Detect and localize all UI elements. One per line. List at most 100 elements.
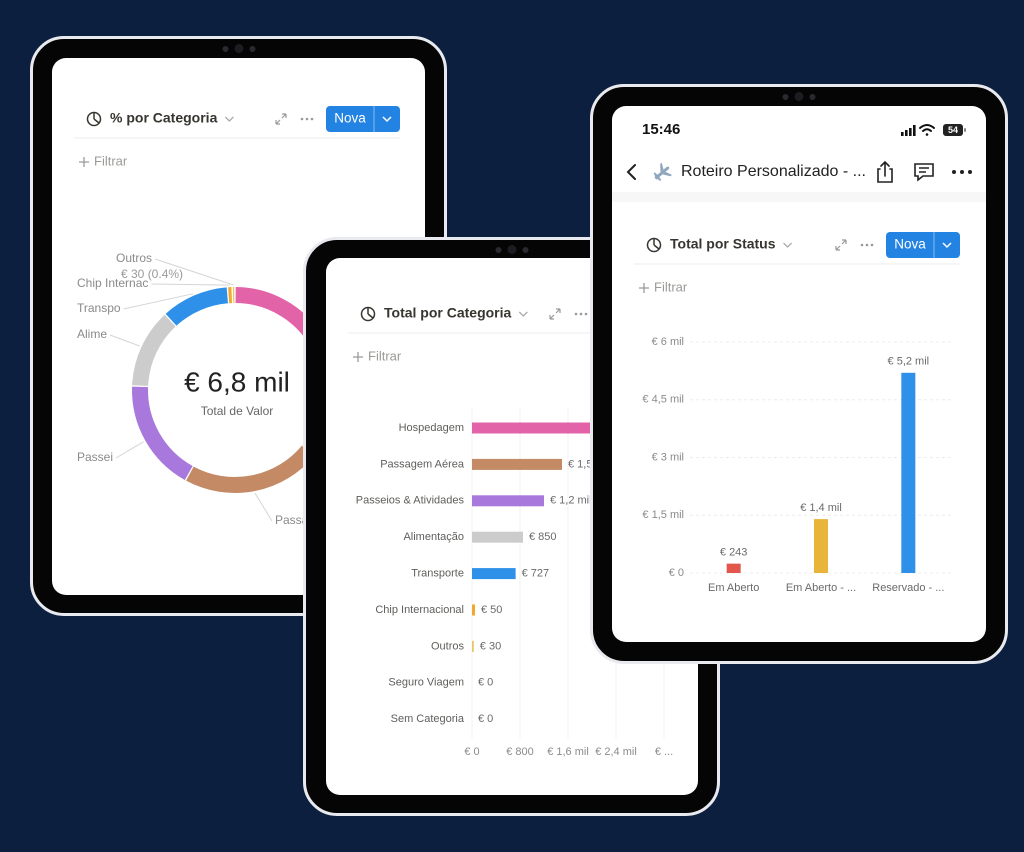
donut-caption: Total de Valor	[201, 404, 274, 418]
camera	[782, 92, 816, 101]
new-button[interactable]	[886, 232, 960, 258]
y-tick-label: € 1,5 mil	[642, 509, 684, 521]
page-title: Roteiro Personalizado - ...	[681, 163, 866, 180]
camera	[495, 245, 528, 254]
x-tick-label: Em Aberto	[708, 582, 759, 594]
new-button-label[interactable]: Nova	[334, 111, 366, 126]
slice-label: Passa	[275, 513, 309, 527]
new-button[interactable]	[326, 106, 400, 132]
button-chevron[interactable]	[382, 116, 392, 123]
y-tick-label: € 4,5 mil	[642, 394, 684, 406]
bar	[472, 640, 474, 652]
chart-icon-slice	[367, 307, 374, 319]
slice-label: Outros	[116, 251, 152, 265]
more-dot[interactable]	[584, 312, 588, 316]
filter-button[interactable]: Filtrar	[368, 348, 402, 363]
y-tick-label: € 0	[669, 567, 684, 579]
button-chevron[interactable]	[942, 242, 952, 249]
leader-line	[109, 334, 140, 347]
more-dot[interactable]	[579, 312, 583, 316]
slice-value-label: € 30 (0.4%)	[121, 267, 183, 281]
wifi-icon	[919, 124, 935, 136]
tablet: 15:46 54 Roteiro Personalizado - ...	[590, 84, 1008, 664]
slice-label: Transpo	[77, 301, 121, 315]
chart-view: 15:46 54 Roteiro Personalizado - ...	[612, 121, 986, 594]
expand-button[interactable]	[275, 113, 287, 125]
more-dot[interactable]	[300, 117, 304, 121]
value-label: € 0	[478, 713, 493, 725]
comments-button[interactable]	[914, 163, 934, 182]
expand-button[interactable]	[835, 239, 847, 251]
bar	[472, 531, 523, 543]
value-label: € 50	[481, 604, 502, 616]
filter-button[interactable]: Filtrar	[654, 279, 688, 294]
back-button[interactable]	[626, 164, 636, 180]
battery-level: 54	[948, 125, 958, 135]
filter-plus[interactable]	[79, 157, 89, 167]
more-dot[interactable]	[865, 243, 869, 247]
view-title[interactable]: Total por Status	[670, 236, 776, 252]
y-tick-label: Transporte	[411, 568, 464, 580]
x-tick-label: € 2,4 mil	[595, 746, 637, 758]
leader-line	[123, 293, 194, 310]
y-tick-label: Seguro Viagem	[388, 677, 464, 689]
bar	[901, 372, 916, 573]
chart-icon-slice	[93, 112, 100, 124]
y-tick-label: Hospedagem	[399, 422, 464, 434]
bar	[472, 568, 516, 580]
header-shadow	[612, 192, 986, 202]
leader-line	[254, 492, 273, 522]
donut-total: € 6,8 mil	[184, 366, 290, 397]
donut-slice	[132, 314, 176, 387]
bar	[726, 563, 741, 573]
value-label: € 5,2 mil	[888, 356, 930, 368]
more-dot[interactable]	[860, 243, 864, 247]
view-chevron[interactable]	[518, 311, 528, 317]
x-tick-label: € 1,6 mil	[547, 746, 589, 758]
signal-icon	[901, 125, 916, 136]
x-tick-label: € ...	[655, 746, 673, 758]
battery-icon	[943, 124, 963, 136]
value-label: € 850	[529, 531, 557, 543]
leader-line	[151, 283, 230, 286]
view-chevron[interactable]	[224, 116, 234, 122]
slice-label: Alime	[77, 327, 107, 341]
value-label: € 1,5	[568, 458, 592, 470]
filter-plus[interactable]	[353, 352, 363, 362]
y-tick-label: € 3 mil	[652, 451, 684, 463]
bar	[472, 422, 619, 434]
view-chevron[interactable]	[783, 242, 792, 248]
status-time: 15:46	[642, 121, 680, 138]
bar	[472, 604, 475, 616]
expand-button[interactable]	[549, 308, 561, 320]
slice-label: Chip Internac	[77, 276, 148, 290]
share-button[interactable]	[877, 160, 893, 183]
more-dot[interactable]	[574, 312, 578, 316]
more-dot[interactable]	[870, 243, 874, 247]
bar	[814, 519, 828, 573]
filter-plus[interactable]	[639, 283, 649, 293]
y-tick-label: € 6 mil	[652, 336, 684, 348]
more-button[interactable]	[952, 170, 972, 174]
more-dot[interactable]	[305, 117, 309, 121]
leader-line	[115, 441, 144, 459]
view-title[interactable]: Total por Categoria	[384, 305, 512, 321]
y-tick-label: Chip Internacional	[375, 604, 464, 616]
x-tick-label: € 800	[506, 746, 534, 758]
y-tick-label: Outros	[431, 640, 465, 652]
battery-tip	[964, 128, 966, 132]
donut-slice	[186, 445, 315, 493]
filter-button[interactable]: Filtrar	[94, 153, 128, 168]
view-title[interactable]: % por Categoria	[110, 110, 218, 126]
slice-label: Passei	[77, 450, 113, 464]
x-tick-label: Em Aberto - ...	[786, 582, 856, 594]
value-label: € 1,4 mil	[800, 502, 842, 514]
value-label: € 243	[720, 547, 748, 559]
value-label: € 727	[522, 568, 550, 580]
bar	[472, 458, 562, 470]
donut-slice	[132, 386, 193, 480]
value-label: € 30	[480, 640, 501, 652]
more-dot[interactable]	[310, 117, 314, 121]
new-button-label[interactable]: Nova	[894, 237, 926, 252]
x-tick-label: € 0	[464, 746, 479, 758]
